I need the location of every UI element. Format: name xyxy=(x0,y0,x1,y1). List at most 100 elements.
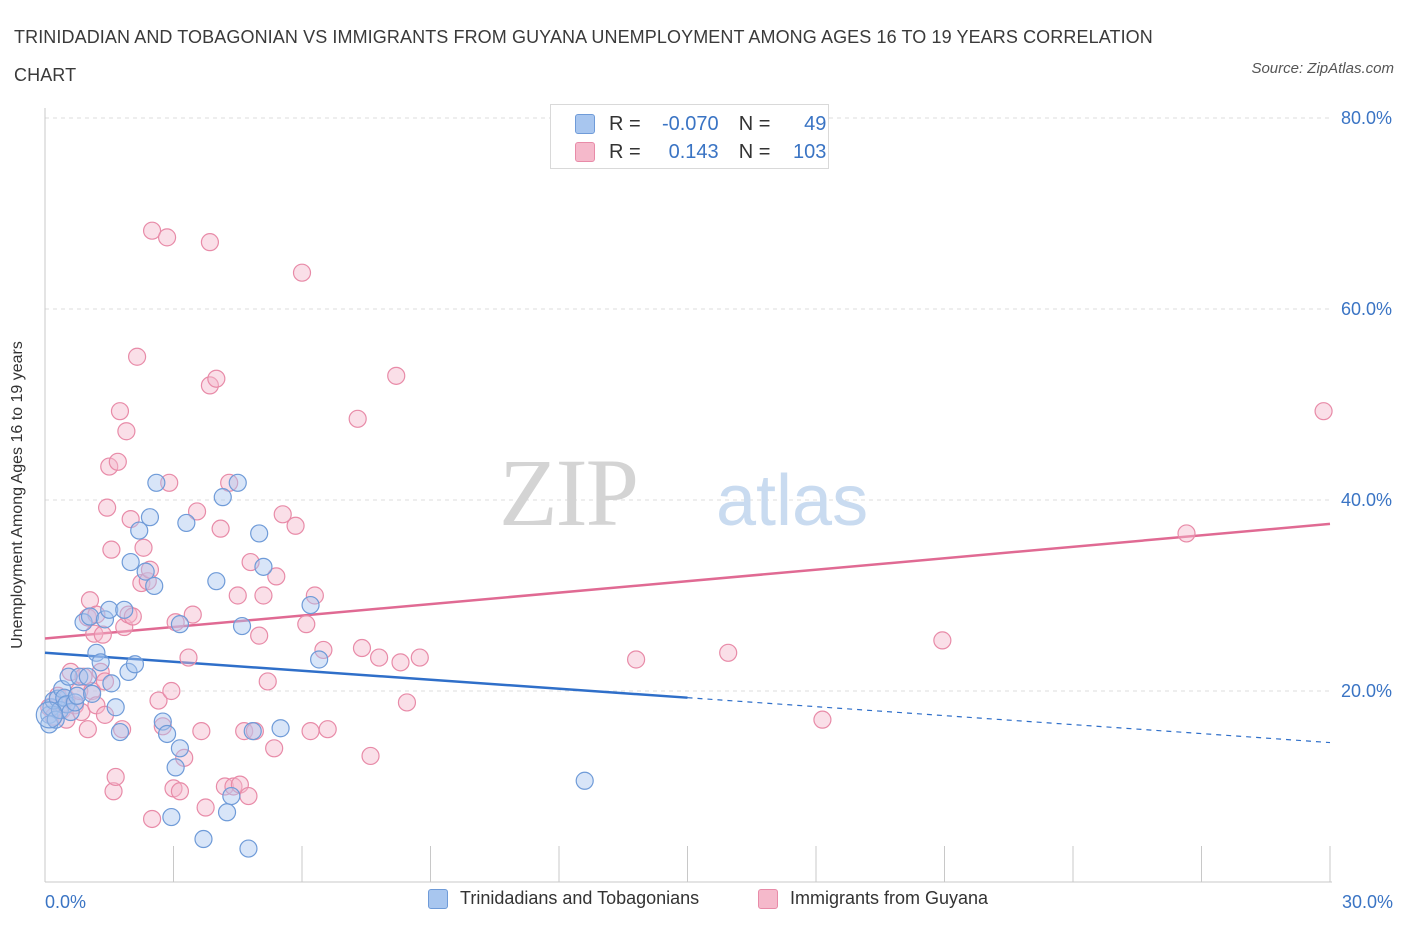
blue-data-point xyxy=(80,607,100,626)
blue-data-point xyxy=(87,643,106,662)
x-tick-label: 30.0% xyxy=(1342,892,1393,912)
watermark-atlas: atlas xyxy=(716,461,868,541)
blue-data-point xyxy=(213,488,232,507)
pink-data-point xyxy=(250,626,269,645)
pink-data-point xyxy=(254,586,273,605)
y-axis-label: Unemployment Among Ages 16 to 19 years xyxy=(9,341,26,649)
pink-data-point xyxy=(352,638,372,658)
pink-data-point xyxy=(106,767,125,787)
blue-data-point xyxy=(102,674,121,693)
blue-data-point xyxy=(78,667,97,686)
axes xyxy=(44,108,1332,883)
pink-data-point xyxy=(142,809,162,829)
correlation-legend: R = -0.070 N = 49 R = 0.143 N = 103 xyxy=(550,104,829,169)
legend-r-label: R = xyxy=(609,140,641,163)
pink-data-point xyxy=(183,605,202,624)
y-tick-label: 20.0% xyxy=(1341,681,1392,701)
pink-data-point xyxy=(239,786,258,806)
blue-data-point xyxy=(115,600,134,619)
pink-data-point xyxy=(160,473,179,492)
legend-r-label: R = xyxy=(609,112,641,135)
legend-n-value: 49 xyxy=(804,112,827,135)
pink-data-point xyxy=(1314,402,1333,421)
pink-points xyxy=(40,221,1333,829)
blue-data-point xyxy=(121,552,140,572)
blue-data-point xyxy=(125,655,145,674)
y-tick-label: 40.0% xyxy=(1341,490,1392,510)
legend-r-value: -0.070 xyxy=(661,112,719,135)
tick-labels: 20.0% 40.0% 60.0% 80.0% 0.0% 30.0% xyxy=(45,108,1393,912)
gridlines xyxy=(45,117,1330,692)
pink-data-point xyxy=(301,722,320,741)
pink-trend-line xyxy=(44,522,1331,640)
blue-swatch xyxy=(575,114,595,134)
x-tick-label: 0.0% xyxy=(45,892,86,912)
blue-data-point xyxy=(147,473,166,492)
pink-data-point xyxy=(719,643,738,662)
blue-data-point xyxy=(243,722,262,741)
legend-r-value: 0.143 xyxy=(668,140,719,163)
pink-data-point xyxy=(108,452,127,471)
blue-data-point xyxy=(232,616,252,636)
pink-data-point xyxy=(273,505,292,524)
watermark-zip: ZIP xyxy=(499,439,637,546)
pink-data-point xyxy=(100,457,119,476)
blue-data-point xyxy=(162,807,181,827)
legend-n-label: N = xyxy=(738,112,771,135)
blue-data-point xyxy=(157,724,177,744)
bottom-legend-label: Trinidadians and Tobagonians xyxy=(460,888,700,908)
pink-data-point xyxy=(286,516,305,535)
source-label: Source: ZipAtlas.com xyxy=(1251,60,1394,77)
pink-data-point xyxy=(626,650,646,669)
pink-data-point xyxy=(93,625,112,644)
blue-data-point xyxy=(194,829,213,849)
blue-data-point xyxy=(170,739,190,758)
blue-data-point xyxy=(68,686,87,705)
pink-data-point xyxy=(1177,524,1196,543)
blue-data-point xyxy=(136,562,155,581)
pink-data-point xyxy=(117,422,136,441)
blue-data-point xyxy=(239,839,258,858)
pink-data-point xyxy=(196,798,215,817)
pink-data-point xyxy=(813,710,832,729)
blue-data-point xyxy=(91,653,110,672)
blue-data-point xyxy=(310,650,329,669)
blue-data-point xyxy=(59,667,78,686)
pink-data-point xyxy=(200,233,220,252)
blue-data-point xyxy=(83,684,102,703)
bottom-legend-pink: Immigrants from Guyana xyxy=(758,888,988,909)
pink-data-point xyxy=(305,586,324,605)
pink-data-point xyxy=(192,722,211,741)
pink-data-point xyxy=(179,648,198,667)
blue-data-point xyxy=(46,710,65,729)
y-tick-label: 60.0% xyxy=(1341,299,1392,319)
pink-data-point xyxy=(292,263,312,282)
pink-data-point xyxy=(162,681,181,701)
pink-data-point xyxy=(112,720,132,739)
pink-data-point xyxy=(387,366,406,385)
blue-data-point xyxy=(110,722,130,742)
pink-data-point xyxy=(170,782,190,801)
pink-data-point xyxy=(187,502,207,521)
pink-data-point xyxy=(370,648,389,667)
blue-data-point xyxy=(166,758,185,777)
pink-swatch xyxy=(758,888,778,909)
trend-lines xyxy=(44,522,1331,744)
pink-data-point xyxy=(211,519,230,538)
pink-data-point xyxy=(127,347,147,366)
watermark: ZIP atlas xyxy=(499,439,868,546)
pink-data-point xyxy=(110,402,130,421)
pink-data-point xyxy=(348,409,367,428)
blue-data-point xyxy=(35,701,63,729)
legend-row-blue: R = -0.070 N = 49 xyxy=(575,111,826,137)
legend-row-pink: R = 0.143 N = 103 xyxy=(575,139,826,165)
pink-data-point xyxy=(102,540,121,559)
blue-data-point xyxy=(106,698,125,717)
legend-n-value: 103 xyxy=(793,140,827,163)
blue-data-point xyxy=(575,771,594,790)
blue-trend-extension xyxy=(687,697,1331,744)
blue-data-point xyxy=(250,524,269,543)
blue-data-point xyxy=(170,615,190,634)
pink-data-point xyxy=(933,631,952,650)
pink-data-point xyxy=(95,672,115,691)
